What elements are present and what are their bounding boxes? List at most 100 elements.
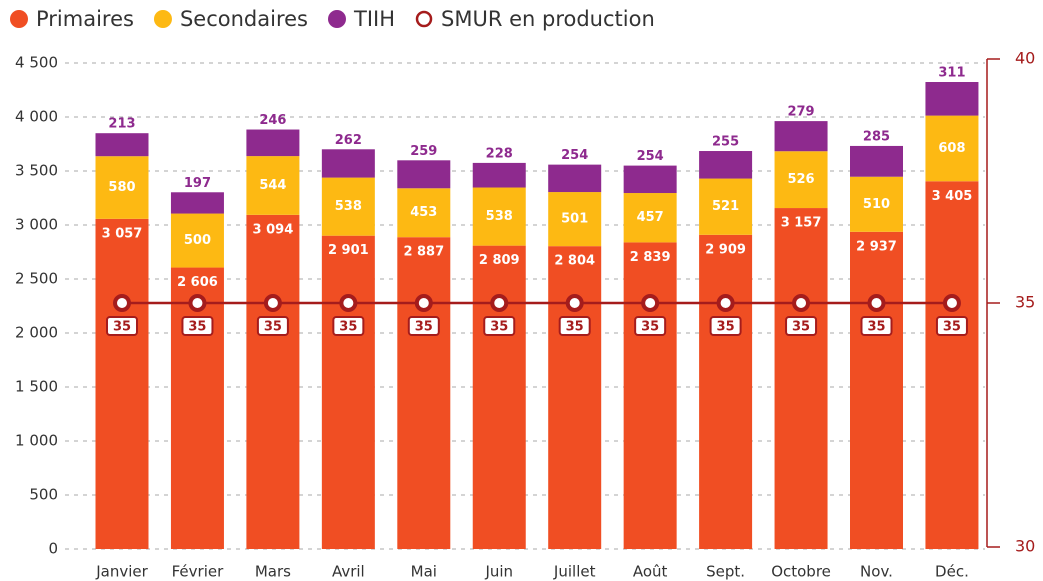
x-tick-label: Sept.	[706, 563, 745, 581]
value-label: 35	[792, 320, 810, 335]
value-label: 501	[561, 212, 588, 227]
value-label: 2 839	[630, 250, 671, 265]
label-box	[634, 316, 667, 336]
bar-segment	[623, 193, 677, 243]
bar-segment	[170, 213, 224, 268]
bar-segment	[246, 129, 300, 157]
line-marker	[339, 294, 358, 312]
label-box	[860, 316, 893, 336]
value-label: 608	[938, 141, 965, 156]
value-label: 2 606	[177, 275, 218, 290]
x-tick-label: Juin	[484, 563, 513, 581]
value-label: 35	[943, 320, 961, 335]
bar-segment	[548, 246, 602, 549]
bar-segment	[925, 115, 979, 182]
value-label: 197	[184, 176, 211, 191]
bar-segment	[397, 160, 451, 189]
line-marker	[113, 294, 131, 312]
legend-label: Primaires	[36, 7, 134, 31]
line-marker	[942, 294, 961, 312]
bar-segment	[850, 231, 903, 549]
label-box	[407, 316, 440, 336]
legend-label: TIIH	[353, 7, 395, 31]
y-tick-label: 2 500	[15, 270, 58, 288]
bar-segment	[548, 192, 602, 247]
x-tick-label: Nov.	[860, 563, 893, 581]
value-label: 544	[259, 178, 286, 193]
y2-tick-label: 30	[1015, 537, 1035, 556]
value-label: 35	[717, 320, 735, 335]
x-tick-label: Mai	[411, 563, 437, 581]
value-label: 3 094	[253, 222, 294, 237]
line-marker	[414, 294, 433, 312]
bar-segment	[321, 235, 375, 549]
line-marker	[263, 294, 282, 312]
value-label: 538	[486, 209, 513, 224]
bar-segment	[321, 149, 375, 178]
legend-marker	[10, 10, 28, 28]
label-box	[558, 316, 591, 336]
value-label: 259	[410, 144, 437, 159]
y-tick-label: 3 000	[15, 216, 58, 234]
line-marker	[792, 294, 811, 312]
line-marker	[565, 294, 584, 312]
bar-segment	[623, 242, 677, 549]
value-label: 35	[415, 320, 433, 335]
value-label: 279	[787, 105, 814, 120]
label-box	[106, 316, 138, 336]
label-box	[256, 316, 289, 336]
value-label: 35	[264, 320, 282, 335]
bar-segment	[925, 82, 979, 116]
legend-label: SMUR en production	[441, 7, 655, 31]
legend-marker	[153, 10, 172, 28]
bar-segment	[548, 164, 602, 193]
y-tick-label: 4 000	[15, 108, 58, 126]
bar-segment	[472, 245, 526, 550]
bar-segment	[397, 237, 451, 550]
bar-segment	[774, 151, 828, 209]
value-label: 311	[938, 66, 965, 81]
value-label: 254	[637, 149, 664, 164]
x-tick-label: Avril	[332, 563, 365, 581]
value-label: 35	[867, 320, 885, 335]
value-label: 35	[113, 320, 131, 335]
value-label: 500	[184, 233, 211, 248]
value-label: 35	[490, 320, 508, 335]
line-marker	[641, 294, 660, 312]
y-tick-label: 3 500	[15, 162, 58, 180]
y2-tick-label: 40	[1015, 49, 1035, 68]
bar-segment	[95, 218, 149, 549]
value-label: 2 909	[705, 242, 746, 257]
value-label: 2 804	[554, 254, 595, 269]
value-label: 510	[863, 197, 890, 212]
value-label: 35	[641, 320, 659, 335]
value-label: 3 157	[781, 216, 822, 231]
label-box	[785, 316, 818, 336]
y-tick-label: 4 500	[15, 54, 58, 72]
bar-segment	[699, 178, 753, 235]
x-tick-label: Déc.	[935, 563, 969, 581]
label-box	[181, 316, 214, 336]
bar-segment	[321, 177, 375, 236]
bar-segment	[925, 181, 979, 549]
value-label: 213	[108, 117, 135, 132]
y-tick-label: 1 500	[15, 378, 58, 396]
value-label: 2 887	[403, 245, 444, 260]
bar-segment	[472, 162, 526, 188]
bar-segment	[774, 208, 828, 549]
legend-marker	[328, 10, 346, 28]
bar-segment	[850, 145, 903, 177]
x-tick-label: Janvier	[95, 563, 148, 581]
value-label: 538	[335, 199, 362, 214]
value-label: 457	[637, 210, 664, 225]
value-label: 521	[712, 199, 739, 214]
bar-segment	[699, 234, 753, 549]
label-box	[332, 316, 365, 336]
bar-segment	[95, 156, 149, 219]
value-label: 285	[863, 129, 890, 144]
value-label: 526	[787, 172, 814, 187]
bar-segment	[246, 214, 300, 549]
label-box	[935, 316, 968, 336]
bar-segment	[246, 156, 300, 215]
value-label: 2 937	[856, 239, 897, 254]
